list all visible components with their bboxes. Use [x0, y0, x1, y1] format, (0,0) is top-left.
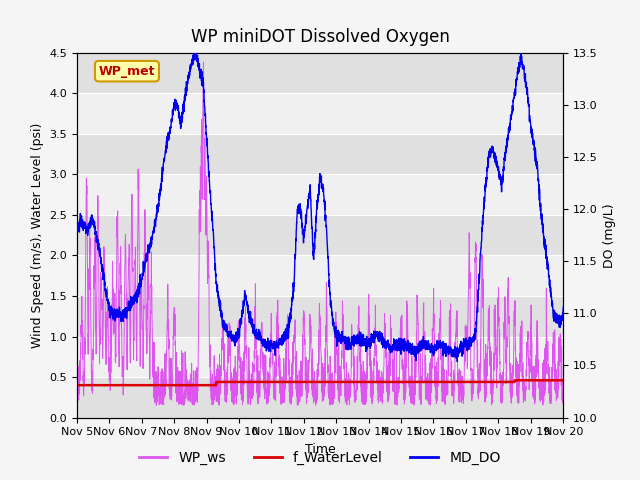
Bar [77, 174, 563, 215]
Y-axis label: DO (mg/L): DO (mg/L) [604, 203, 616, 267]
Bar [77, 377, 563, 418]
Bar [77, 215, 563, 255]
Bar [77, 255, 563, 296]
Bar [77, 336, 563, 377]
Legend: WP_ws, f_WaterLevel, MD_DO: WP_ws, f_WaterLevel, MD_DO [134, 445, 506, 471]
Title: WP miniDOT Dissolved Oxygen: WP miniDOT Dissolved Oxygen [191, 28, 449, 46]
Bar [77, 93, 563, 134]
X-axis label: Time: Time [305, 443, 335, 456]
Bar [77, 53, 563, 93]
Bar [77, 134, 563, 174]
Y-axis label: Wind Speed (m/s), Water Level (psi): Wind Speed (m/s), Water Level (psi) [31, 122, 44, 348]
Text: WP_met: WP_met [99, 65, 155, 78]
Bar [77, 296, 563, 336]
